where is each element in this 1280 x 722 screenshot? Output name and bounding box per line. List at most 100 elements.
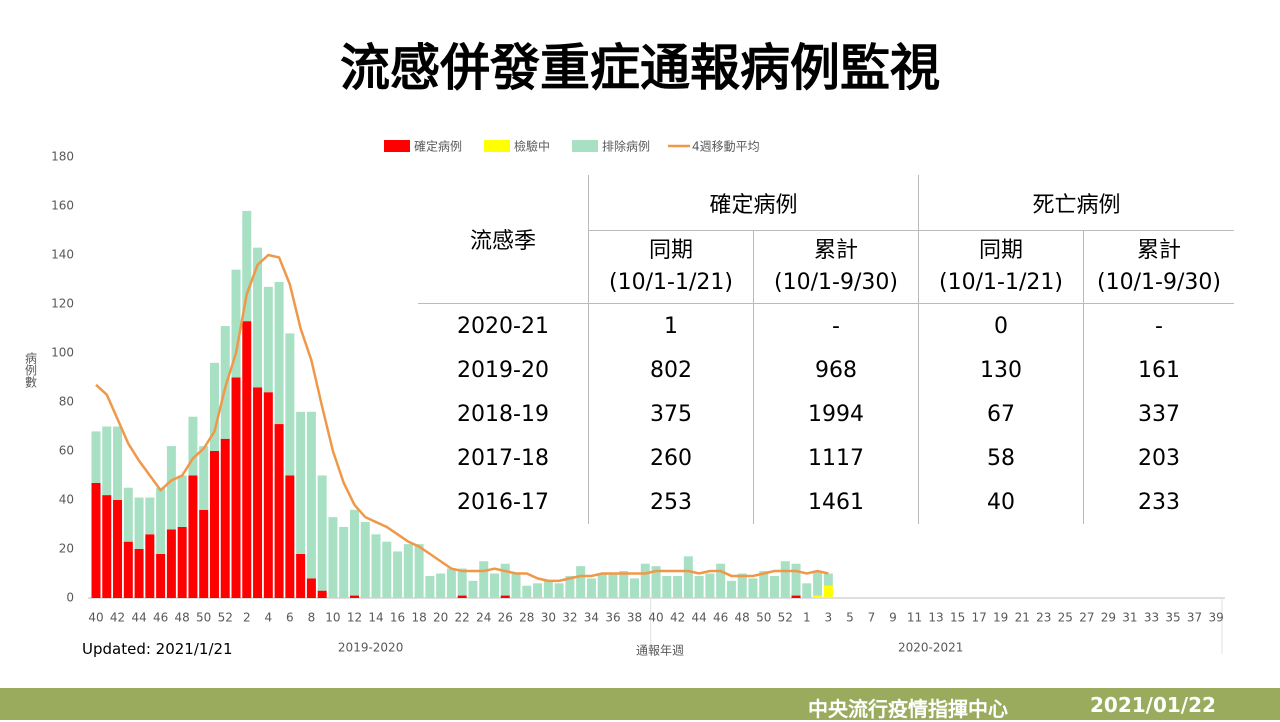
- legend-swatch: [484, 140, 511, 152]
- bar-segment: [274, 281, 284, 425]
- bar-segment: [199, 509, 209, 598]
- bar-segment: [91, 431, 101, 483]
- bar-segment: [813, 595, 823, 598]
- x-tick-label: 13: [928, 611, 943, 625]
- bar-segment: [393, 551, 403, 598]
- bar-segment: [780, 561, 790, 598]
- table-cell: 1461: [753, 480, 919, 524]
- bar-segment: [726, 580, 736, 598]
- x-tick-label: 10: [325, 611, 340, 625]
- bar-segment: [349, 509, 359, 596]
- footer-org: 中央流行疫情指揮中心: [808, 697, 1008, 721]
- x-tick-label: 27: [1079, 611, 1094, 625]
- group-header: 確定病例: [588, 175, 919, 231]
- x-tick-label: 40: [648, 611, 663, 625]
- bar-segment: [123, 541, 133, 598]
- table-cell: 1117: [753, 436, 919, 480]
- bar-segment: [177, 475, 187, 527]
- bar-segment: [586, 578, 596, 598]
- table-row: 2017-18 260 1117 58 203: [418, 436, 1234, 480]
- bar-segment: [694, 575, 704, 598]
- bar-segment: [339, 526, 349, 598]
- y-tick-label: 160: [51, 199, 74, 213]
- bar-segment: [425, 575, 435, 598]
- table-cell: 2019-20: [457, 357, 549, 383]
- table-cell: 58: [918, 436, 1084, 480]
- bar-segment: [306, 578, 316, 598]
- bar-segment: [253, 387, 263, 598]
- x-tick-label: 12: [347, 611, 362, 625]
- y-tick-label: 100: [51, 346, 74, 360]
- bar-segment: [759, 571, 769, 598]
- legend-swatch: [572, 140, 599, 152]
- table-cell: 2017-18: [457, 445, 549, 471]
- table-row: 2016-17 253 1461 40 233: [418, 480, 1234, 524]
- x-tick-label: 34: [584, 611, 599, 625]
- bar-segment: [543, 580, 553, 598]
- legend-label: 4週移動平均: [692, 140, 760, 154]
- table-cell: 337: [1083, 392, 1234, 436]
- y-tick-label: 20: [59, 542, 74, 556]
- x-tick-label: 26: [498, 611, 513, 625]
- table-cell: 130: [918, 348, 1084, 392]
- table-cell: 253: [588, 480, 754, 524]
- x-tick-label: 37: [1187, 611, 1202, 625]
- x-tick-label: 48: [175, 611, 190, 625]
- table-cell: 1: [588, 303, 754, 348]
- x-tick-label: 44: [691, 611, 706, 625]
- bar-segment: [360, 522, 370, 598]
- bar-segment: [134, 497, 144, 549]
- bar-segment: [188, 475, 198, 598]
- bar-segment: [436, 573, 446, 598]
- table-cell: 203: [1083, 436, 1234, 480]
- x-tick-label: 23: [1036, 611, 1051, 625]
- summary-table: 流感季 確定病例 死亡病例 同期 (10/1-1/21) 累計 (10/1-9/30) 同期 (…: [418, 175, 1234, 524]
- x-tick-label: 42: [110, 611, 125, 625]
- subheader-row: 同期 (10/1-1/21) 累計 (10/1-9/30) 同期 (10/1-1/21) 累…: [418, 230, 1234, 304]
- bar-segment: [533, 583, 543, 598]
- x-tick-label: 38: [627, 611, 642, 625]
- bar-segment: [102, 495, 112, 598]
- x-tick-label: 32: [562, 611, 577, 625]
- bar-segment: [134, 549, 144, 598]
- x-tick-label: 2: [243, 611, 251, 625]
- bar-segment: [748, 578, 758, 598]
- bar-segment: [220, 438, 230, 598]
- x-tick-label: 46: [153, 611, 168, 625]
- bar-segment: [716, 563, 726, 598]
- group-header: 死亡病例: [918, 175, 1234, 231]
- table-cell: 375: [588, 392, 754, 436]
- bar-segment: [500, 595, 510, 598]
- bar-segment: [285, 333, 295, 476]
- subheader-label: 累計: [813, 238, 858, 263]
- x-tick-label: 42: [670, 611, 685, 625]
- bar-segment: [102, 426, 112, 496]
- x-tick-label: 44: [131, 611, 146, 625]
- table-cell: 802: [588, 348, 754, 392]
- bar-segment: [371, 534, 381, 598]
- x-tick-label: 8: [308, 611, 316, 625]
- bar-segment: [673, 575, 683, 598]
- subheader-label: 同期: [648, 238, 693, 263]
- subheader-period: (10/1-9/30): [1097, 270, 1221, 295]
- bar-segment: [791, 595, 801, 598]
- bar-segment: [683, 556, 693, 598]
- subheader-cell: 同期 (10/1-1/21): [918, 230, 1084, 304]
- x-tick-label: 3: [825, 611, 833, 625]
- y-tick-label: 120: [51, 297, 74, 311]
- x-tick-label: 31: [1122, 611, 1137, 625]
- bar-segment: [113, 500, 123, 598]
- bar-segment: [403, 544, 413, 598]
- bar-segment: [500, 563, 510, 596]
- subheader-label: 同期: [978, 238, 1023, 263]
- subheader-cell: 同期 (10/1-1/21): [588, 230, 754, 304]
- page-title: 流感併發重症通報病例監視: [340, 39, 940, 97]
- x-tick-label: 40: [88, 611, 103, 625]
- table-cell: 161: [1083, 348, 1234, 392]
- bar-segment: [446, 568, 456, 598]
- table-cell: 233: [1083, 480, 1234, 524]
- x-tick-label: 50: [196, 611, 211, 625]
- y-tick-label: 40: [59, 493, 74, 507]
- table-cell: 2016-17: [457, 489, 549, 515]
